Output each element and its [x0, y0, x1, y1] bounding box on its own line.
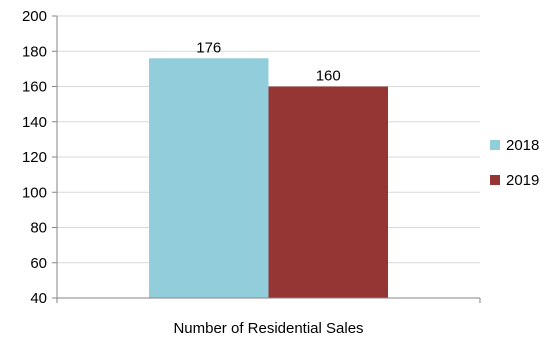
legend-label-2019: 2019 [506, 172, 539, 189]
y-tick-label: 100 [22, 184, 47, 201]
axes [52, 15, 481, 303]
y-axis-tick-labels: 40 60 80 100 120 140 160 180 200 [22, 8, 47, 307]
legend: 2018 2019 [490, 137, 539, 189]
y-tick-label: 200 [22, 8, 47, 25]
data-label-2018: 176 [196, 39, 221, 56]
y-tick-label: 80 [30, 220, 47, 237]
data-label-2019: 160 [316, 68, 341, 85]
legend-label-2018: 2018 [506, 137, 539, 154]
category-label: Number of Residential Sales [173, 320, 363, 337]
y-tick-label: 180 [22, 43, 47, 60]
y-tick-label: 140 [22, 114, 47, 131]
bar-2019 [268, 86, 388, 298]
legend-swatch-2019 [490, 175, 500, 185]
legend-swatch-2018 [490, 140, 500, 150]
y-tick-label: 60 [30, 255, 47, 272]
y-tick-label: 120 [22, 149, 47, 166]
data-labels: 176 160 [196, 39, 341, 84]
y-tick-label: 40 [30, 290, 47, 307]
y-tick-label: 160 [22, 79, 47, 96]
category-labels: Number of Residential Sales [173, 320, 363, 337]
bars [149, 58, 388, 298]
bar-2018 [149, 58, 269, 298]
